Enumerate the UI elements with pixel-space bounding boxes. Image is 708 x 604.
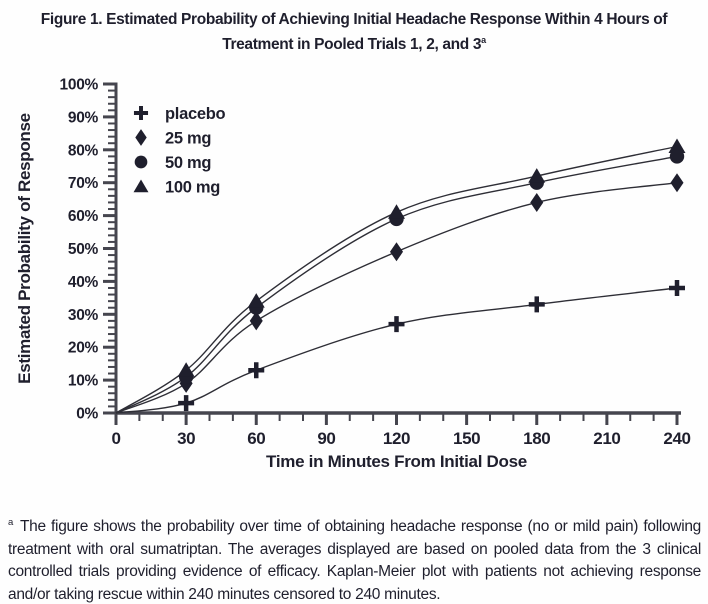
y-tick-label: 50% bbox=[68, 241, 99, 258]
x-tick-label: 60 bbox=[247, 429, 265, 448]
x-tick-label: 0 bbox=[111, 429, 120, 448]
x-axis-title: Time in Minutes From Initial Dose bbox=[266, 452, 527, 471]
y-tick-label: 0% bbox=[76, 406, 98, 423]
title-footnote-marker: a bbox=[481, 35, 486, 45]
y-tick-label: 20% bbox=[68, 340, 99, 357]
x-tick-label: 210 bbox=[593, 429, 620, 448]
triangle-icon bbox=[133, 179, 149, 193]
legend-label: 50 mg bbox=[165, 154, 211, 172]
y-tick-label: 40% bbox=[68, 274, 99, 291]
x-tick-label: 180 bbox=[523, 429, 550, 448]
x-tick-label: 30 bbox=[177, 429, 195, 448]
series-25-mg bbox=[115, 173, 684, 414]
y-tick-label: 10% bbox=[68, 373, 99, 390]
y-tick-label: 30% bbox=[68, 307, 99, 324]
y-tick-label: 60% bbox=[68, 208, 99, 225]
y-axis-title: Estimated Probability of Response bbox=[15, 113, 34, 384]
axes bbox=[103, 82, 681, 425]
legend-item-25-mg: 25 mg bbox=[135, 129, 211, 148]
legend: placebo 25 mg 50 mg 100 mg bbox=[133, 105, 226, 197]
axis-labels: 0% 10% 20% 30% 40% 50% 60% 70% 80% 90% 100% 0 30 60 90… bbox=[15, 77, 691, 472]
diamond-icon bbox=[135, 129, 147, 146]
series-100-mg bbox=[115, 138, 686, 414]
x-tick-label: 90 bbox=[317, 429, 335, 448]
series-placebo bbox=[115, 279, 685, 414]
footnote-marker: a bbox=[8, 517, 13, 528]
legend-label: placebo bbox=[165, 105, 225, 123]
y-tick-label: 80% bbox=[68, 142, 99, 159]
x-tick-label: 150 bbox=[453, 429, 480, 448]
plus-icon bbox=[133, 105, 149, 121]
legend-label: 100 mg bbox=[165, 179, 220, 197]
figure-title: Figure 1. Estimated Probability of Achie… bbox=[0, 9, 708, 55]
y-tick-label: 70% bbox=[68, 175, 99, 192]
footnote-text: The figure shows the probability over ti… bbox=[8, 518, 701, 603]
y-tick-label: 100% bbox=[60, 77, 99, 94]
legend-item-50-mg: 50 mg bbox=[134, 154, 211, 172]
y-tick-label: 90% bbox=[68, 109, 99, 126]
x-tick-label: 120 bbox=[383, 429, 410, 448]
legend-item-100-mg: 100 mg bbox=[133, 179, 220, 197]
footnote: a The figure shows the probability over t… bbox=[8, 512, 701, 604]
figure-title-line1: Figure 1. Estimated Probability of Achie… bbox=[40, 11, 668, 28]
figure-title-line2: Treatment in Pooled Trials 1, 2, and 3a bbox=[222, 35, 486, 53]
kaplan-meier-plot: 0% 10% 20% 30% 40% 50% 60% 70% 80% 90% 100% 0 30 60 90… bbox=[15, 77, 691, 472]
legend-item-placebo: placebo bbox=[133, 105, 226, 123]
chart: 0% 10% 20% 30% 40% 50% 60% 70% 80% 90% 100% 0 30 60 90… bbox=[0, 58, 708, 508]
circle-icon bbox=[134, 155, 148, 169]
legend-label: 25 mg bbox=[165, 130, 211, 148]
x-tick-label: 240 bbox=[663, 429, 690, 448]
